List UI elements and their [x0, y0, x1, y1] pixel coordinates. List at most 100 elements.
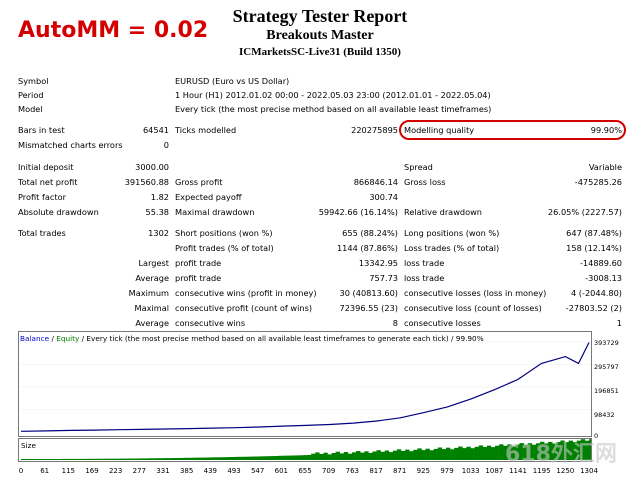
md-label: Maximal drawdown [175, 207, 255, 217]
size-bar [180, 457, 185, 460]
x-axis-label: 925 [416, 467, 431, 475]
size-bar [352, 452, 357, 460]
maximum-label: Maximum [128, 288, 169, 298]
x-axis-label: 223 [108, 467, 123, 475]
size-bar [200, 457, 206, 460]
size-bar [347, 453, 353, 460]
size-bar [127, 458, 132, 460]
size-bar [417, 448, 422, 460]
size-bar [552, 443, 557, 460]
llt-value: -14889.60 [579, 258, 622, 268]
balance-chart [18, 331, 592, 437]
acw-value: 8 [392, 318, 398, 328]
size-bar [82, 458, 87, 460]
y-label-0: 393729 [594, 339, 619, 347]
x-axis-label: 655 [298, 467, 312, 475]
size-bar [486, 445, 492, 460]
size-bar [388, 452, 394, 460]
size-bar [450, 449, 455, 460]
size-bar [274, 456, 279, 460]
size-bar [433, 448, 439, 460]
maximal-label: Maximal [134, 303, 169, 313]
size-bar [405, 449, 410, 460]
size-bar [568, 440, 573, 460]
mcp-value: 72396.55 (23) [339, 303, 398, 313]
size-bar [98, 458, 103, 460]
size-bar [315, 452, 320, 460]
size-bar [294, 455, 300, 460]
x-axis-label: 763 [345, 467, 360, 475]
size-bar [462, 448, 467, 460]
x-axis-label: 331 [156, 467, 170, 475]
size-bar [380, 451, 385, 460]
md-value: 59942.66 (16.14%) [318, 207, 398, 217]
size-bar [53, 459, 59, 460]
size-bar [258, 456, 263, 460]
size-bar [204, 457, 210, 460]
x-axis-label: 277 [132, 467, 147, 475]
x-axis-label: 1141 [509, 467, 527, 475]
size-bar [523, 444, 528, 460]
size-bar [548, 441, 553, 460]
llt-label: loss trade [404, 258, 445, 268]
lt-value: 158 (12.14%) [566, 243, 622, 253]
size-bar [192, 457, 197, 460]
size-bar [364, 451, 369, 460]
size-bar [499, 444, 504, 460]
size-bar [123, 458, 128, 460]
server-info: ICMarketsSC-Live31 (Build 1350) [239, 46, 401, 58]
rd-label: Relative drawdown [404, 207, 482, 217]
alt-value: -3008.13 [585, 273, 622, 283]
x-axis-label: 601 [274, 467, 289, 475]
acw-label: consecutive wins [175, 318, 246, 328]
x-axis-label: 439 [203, 467, 218, 475]
mcw-value: 30 (40813.60) [339, 288, 398, 298]
model-label: Model [18, 104, 43, 114]
lpt-value: 13342.95 [358, 258, 398, 268]
size-bar [372, 451, 377, 460]
spread-label: Spread [404, 162, 433, 172]
size-bar [311, 453, 316, 460]
size-bar [172, 458, 177, 460]
spread-value: Variable [588, 162, 622, 172]
size-bar [535, 443, 541, 460]
size-bar [110, 458, 116, 460]
size-bar [29, 459, 34, 460]
symbol-value: EURUSD (Euro vs US Dollar) [175, 76, 290, 86]
size-bar [196, 457, 202, 460]
y-label-1: 295797 [594, 363, 619, 371]
mq-label: Modelling quality [404, 125, 475, 135]
size-bar [421, 450, 426, 460]
size-bar [392, 450, 398, 460]
x-axis-label: 385 [179, 467, 194, 475]
size-bar [253, 456, 259, 460]
size-bar [270, 456, 275, 460]
size-bar [507, 444, 512, 460]
size-bar [176, 458, 181, 460]
gl-label: Gross loss [404, 177, 446, 187]
x-axis-label: 547 [250, 467, 265, 475]
size-bar [544, 443, 549, 460]
x-axis-label: 1250 [556, 467, 575, 475]
apt-label: profit trade [175, 273, 222, 283]
tt-value: 1302 [148, 228, 169, 238]
size-bar [286, 455, 291, 460]
size-bar [560, 440, 565, 460]
x-axis-label: 817 [369, 467, 383, 475]
largest-label: Largest [138, 258, 169, 268]
apt-value: 757.73 [369, 273, 398, 283]
size-bar [37, 459, 42, 460]
size-bar [323, 452, 328, 460]
size-bar [278, 455, 283, 460]
size-bar [396, 449, 402, 460]
x-axis-label: 1195 [532, 467, 551, 475]
period-label: Period [18, 90, 44, 100]
x-axis-label: 115 [61, 467, 76, 475]
size-bar [356, 451, 361, 460]
mclc-value: -27803.52 (2) [565, 303, 622, 313]
y-label-3: 98432 [594, 411, 615, 419]
size-bar [413, 449, 418, 460]
size-bar [25, 459, 30, 460]
deposit-label: Initial deposit [18, 162, 74, 172]
size-bar [511, 446, 516, 460]
